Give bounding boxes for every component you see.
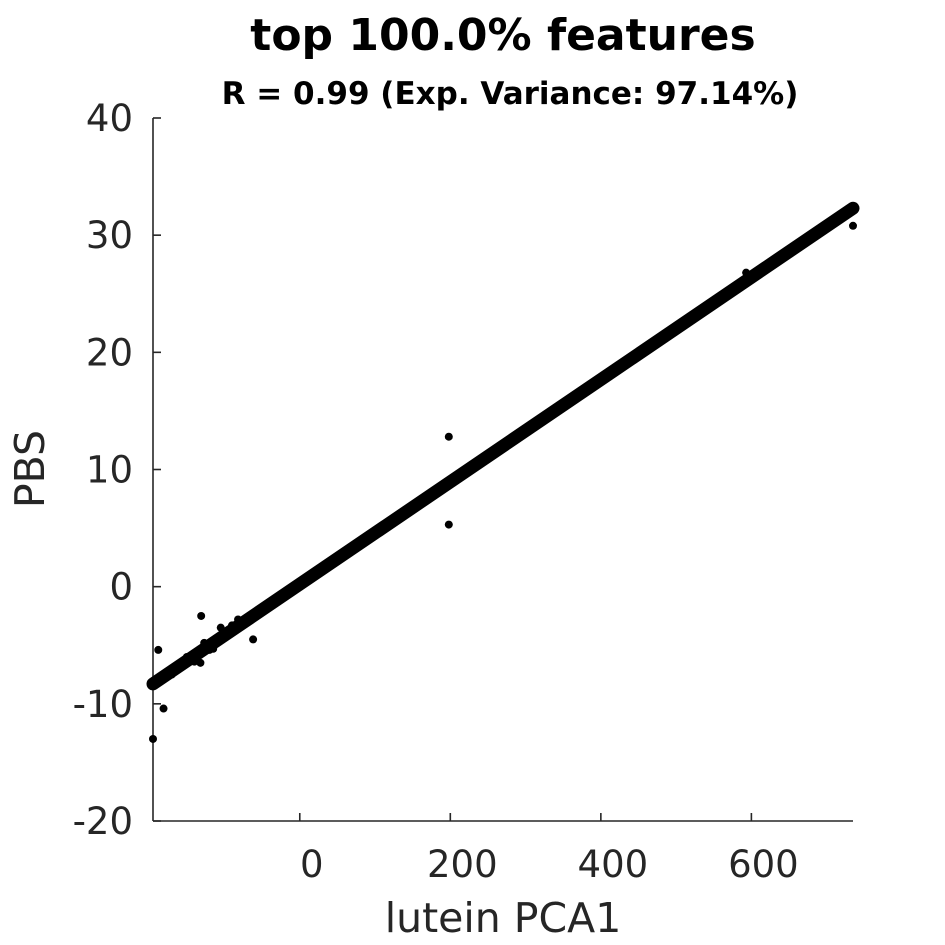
data-point bbox=[506, 435, 515, 444]
data-point bbox=[149, 734, 157, 743]
x-tick-label: 0 bbox=[300, 843, 324, 886]
y-tick-label: 10 bbox=[86, 449, 133, 492]
y-tick-label: -20 bbox=[73, 800, 133, 843]
x-tick-label: 200 bbox=[427, 843, 498, 886]
data-point bbox=[228, 621, 237, 630]
data-point bbox=[849, 221, 857, 230]
data-point bbox=[154, 645, 163, 654]
x-axis: 0 200 400 600 bbox=[153, 813, 853, 886]
fit-line bbox=[146, 201, 860, 691]
data-point bbox=[234, 615, 243, 624]
y-tick-label: 0 bbox=[109, 566, 133, 609]
data-point bbox=[444, 432, 453, 441]
data-point bbox=[159, 704, 168, 713]
chart-subtitle: R = 0.99 (Exp. Variance: 97.14%) bbox=[222, 76, 799, 112]
data-point bbox=[209, 644, 218, 653]
x-tick-label: 400 bbox=[578, 843, 649, 886]
data-point bbox=[200, 638, 209, 647]
data-point bbox=[167, 670, 176, 679]
data-point bbox=[216, 623, 225, 632]
data-point bbox=[224, 627, 233, 636]
data-point bbox=[196, 658, 205, 667]
x-axis-label: lutein PCA1 bbox=[385, 894, 622, 942]
data-points bbox=[149, 221, 857, 743]
y-tick-label: -10 bbox=[73, 683, 133, 726]
y-axis: -20 -10 0 10 20 30 40 bbox=[73, 97, 161, 843]
chart-title: top 100.0% features bbox=[250, 10, 755, 61]
data-point bbox=[155, 676, 164, 685]
data-point bbox=[161, 672, 170, 681]
data-point bbox=[444, 520, 453, 529]
y-tick-label: 20 bbox=[86, 331, 133, 374]
data-point bbox=[742, 268, 751, 277]
data-point bbox=[182, 652, 191, 661]
y-axis-label: PBS bbox=[6, 430, 54, 508]
data-point bbox=[197, 611, 206, 620]
data-point bbox=[249, 635, 258, 644]
y-tick-label: 30 bbox=[86, 214, 133, 257]
data-point bbox=[190, 657, 199, 666]
fit-line-group bbox=[146, 201, 860, 691]
x-tick-label: 600 bbox=[728, 843, 799, 886]
y-tick-label: 40 bbox=[86, 97, 133, 140]
